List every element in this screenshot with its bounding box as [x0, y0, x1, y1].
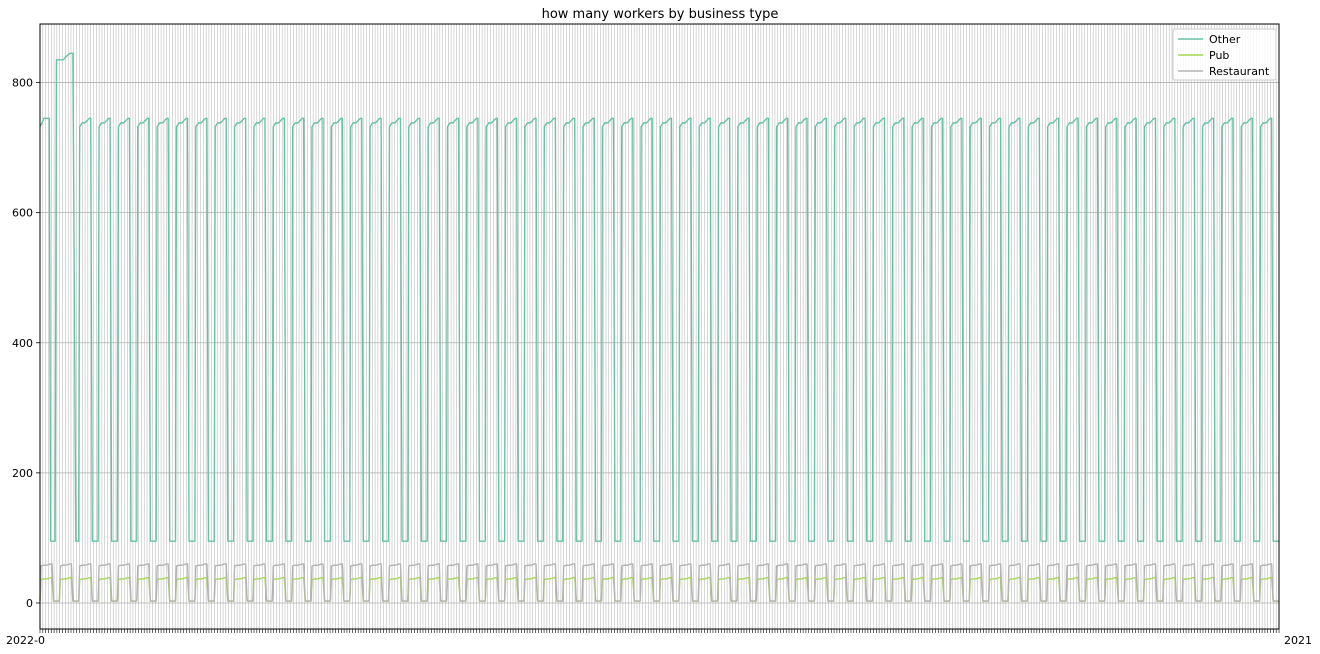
y-ticks: 0 200 400 600 800 [12, 77, 40, 610]
y-tick-label: 200 [12, 467, 33, 480]
y-tick-label: 0 [26, 597, 33, 610]
legend-label-other: Other [1209, 33, 1241, 46]
legend: Other Pub Restaurant [1172, 28, 1277, 81]
x-tick-label-start: 2022-0 [6, 634, 45, 647]
series-line-other [39, 52, 1279, 542]
x-grid [39, 24, 1280, 629]
y-tick-label: 600 [12, 207, 33, 220]
series-lines [39, 52, 1279, 602]
legend-label-restaurant: Restaurant [1209, 65, 1270, 78]
chart-title: how many workers by business type [542, 7, 779, 22]
y-tick-label: 800 [12, 77, 33, 90]
y-tick-label: 400 [12, 337, 33, 350]
x-tick-label-end: 2021 [1284, 634, 1312, 647]
series-line-restaurant [39, 563, 1279, 602]
legend-box [1172, 28, 1277, 81]
x-ticks [39, 629, 1280, 633]
legend-label-pub: Pub [1209, 49, 1229, 62]
